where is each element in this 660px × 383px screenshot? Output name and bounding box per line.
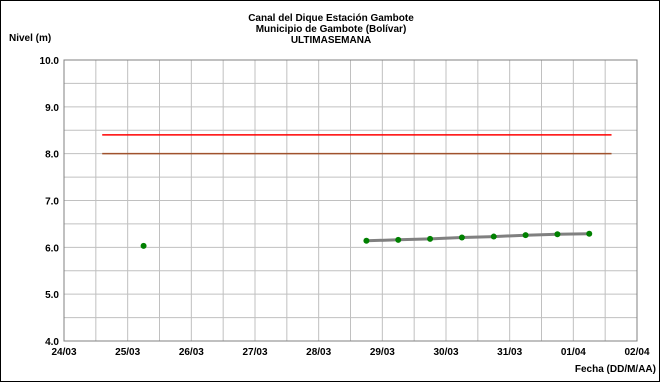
x-tick-label: 28/03	[306, 347, 331, 358]
plot-border	[63, 59, 638, 342]
data-point	[395, 236, 402, 243]
y-tick-label: 5.0	[45, 290, 59, 301]
x-tick-label: 25/03	[115, 347, 140, 358]
x-tick-labels: 24/03 25/03 26/03 27/03 28/03 29/03 30/03 31/03…	[51, 347, 649, 358]
data-point	[140, 242, 147, 249]
x-tick-label: 02/04	[624, 347, 649, 358]
x-tick-label: 24/03	[51, 347, 76, 358]
x-tick-label: 27/03	[242, 347, 267, 358]
y-tick-label: 6.0	[45, 243, 59, 254]
chart-subtitle-2: ULTIMASEMANA	[291, 35, 371, 46]
chart-subtitle: Municipio de Gambote (Bolívar)	[256, 24, 407, 35]
y-tick-label: 10.0	[40, 56, 60, 67]
data-point	[586, 230, 593, 237]
data-point	[554, 231, 561, 238]
y-tick-label: 4.0	[45, 337, 59, 348]
series-group	[140, 230, 593, 249]
data-point	[522, 232, 529, 239]
x-tick-label: 01/04	[561, 347, 586, 358]
x-tick-label: 30/03	[433, 347, 458, 358]
data-point	[363, 237, 370, 244]
data-point	[427, 235, 434, 242]
data-point	[490, 233, 497, 240]
y-tick-labels: 4.0 5.0 6.0 7.0 8.0 9.0 10.0	[40, 56, 60, 348]
x-tick-label: 26/03	[179, 347, 204, 358]
y-tick-label: 7.0	[45, 197, 59, 208]
x-tick-label: 31/03	[497, 347, 522, 358]
x-axis-label: Fecha (DD/M/AA)	[575, 364, 656, 375]
series-line	[364, 232, 591, 243]
y-tick-label: 8.0	[45, 150, 59, 161]
chart-title: Canal del Dique Estación Gambote	[248, 13, 414, 24]
data-point	[458, 234, 465, 241]
y-tick-label: 9.0	[45, 103, 59, 114]
y-axis-label: Nivel (m)	[9, 33, 51, 44]
x-tick-label: 29/03	[370, 347, 395, 358]
threshold-lines	[102, 134, 612, 155]
